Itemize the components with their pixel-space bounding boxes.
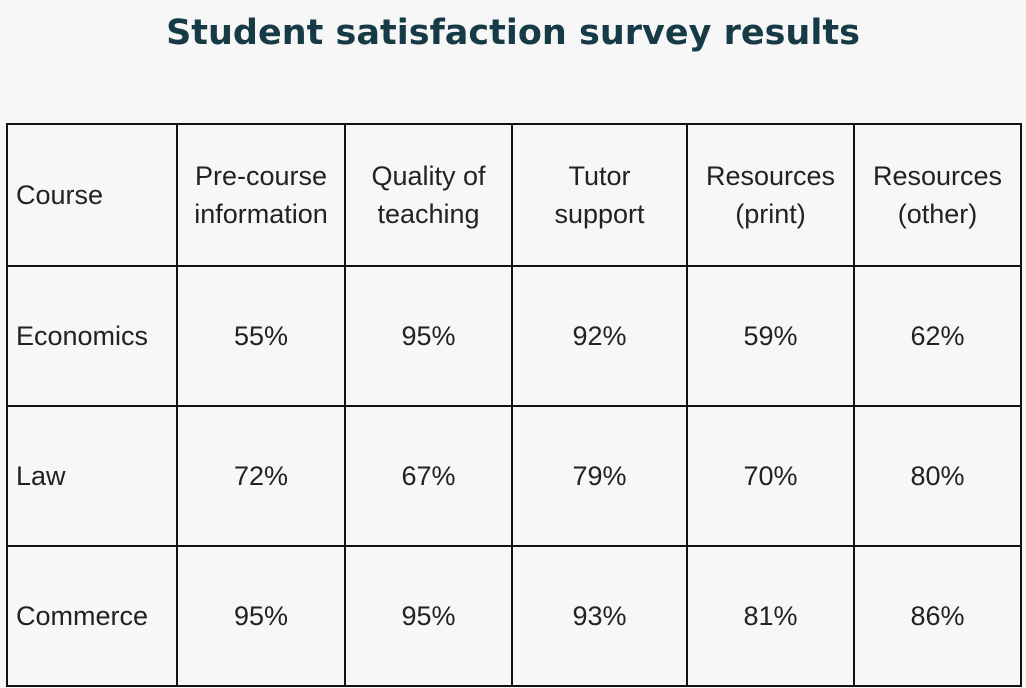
cell-commerce-pre-course-information: 95% — [176, 545, 346, 687]
cell-law-resources-other: 80% — [853, 405, 1022, 547]
header-pre-course-information: Pre-course information — [176, 123, 346, 267]
header-quality-of-teaching-line-2: teaching — [377, 199, 480, 229]
header-resources-print: Resources (print) — [686, 123, 855, 267]
header-resources-other: Resources (other) — [853, 123, 1022, 267]
header-tutor-support-line-2: support — [554, 199, 645, 229]
header-tutor-support: Tutor support — [511, 123, 688, 267]
cell-law-pre-course-information: 72% — [176, 405, 346, 547]
row-label-law: Law — [6, 405, 178, 547]
row-label-economics: Economics — [6, 265, 178, 407]
table-row-commerce: Commerce 95% 95% 93% 81% 86% — [6, 545, 1022, 687]
header-quality-of-teaching: Quality of teaching — [344, 123, 513, 267]
header-course: Course — [6, 123, 178, 267]
cell-commerce-tutor-support: 93% — [511, 545, 688, 687]
cell-economics-quality-of-teaching: 95% — [344, 265, 513, 407]
header-resources-print-line-1: Resources — [705, 161, 836, 191]
header-resources-other-line-2: (other) — [897, 199, 978, 229]
cell-commerce-quality-of-teaching: 95% — [344, 545, 513, 687]
cell-law-tutor-support: 79% — [511, 405, 688, 547]
header-resources-other-line-1: Resources — [872, 161, 1003, 191]
cell-economics-resources-print: 59% — [686, 265, 855, 407]
chart-title: Student satisfaction survey results — [166, 13, 860, 53]
cell-economics-pre-course-information: 55% — [176, 265, 346, 407]
cell-commerce-resources-other: 86% — [853, 545, 1022, 687]
header-pre-course-information-line-2: information — [194, 199, 328, 229]
survey-table: Course Pre-course information Quality of… — [6, 123, 1022, 687]
cell-economics-resources-other: 62% — [853, 265, 1022, 407]
row-label-commerce: Commerce — [6, 545, 178, 687]
header-course-line-1: Course — [16, 180, 104, 210]
table-row-law: Law 72% 67% 79% 70% 80% — [6, 405, 1022, 547]
header-quality-of-teaching-line-1: Quality of — [371, 161, 486, 191]
header-row: Course Pre-course information Quality of… — [6, 123, 1022, 267]
header-resources-print-line-2: (print) — [735, 199, 806, 229]
cell-economics-tutor-support: 92% — [511, 265, 688, 407]
header-tutor-support-line-1: Tutor — [568, 161, 631, 191]
cell-law-resources-print: 70% — [686, 405, 855, 547]
table-row-economics: Economics 55% 95% 92% 59% 62% — [6, 265, 1022, 407]
cell-law-quality-of-teaching: 67% — [344, 405, 513, 547]
header-pre-course-information-line-1: Pre-course — [194, 161, 328, 191]
cell-commerce-resources-print: 81% — [686, 545, 855, 687]
